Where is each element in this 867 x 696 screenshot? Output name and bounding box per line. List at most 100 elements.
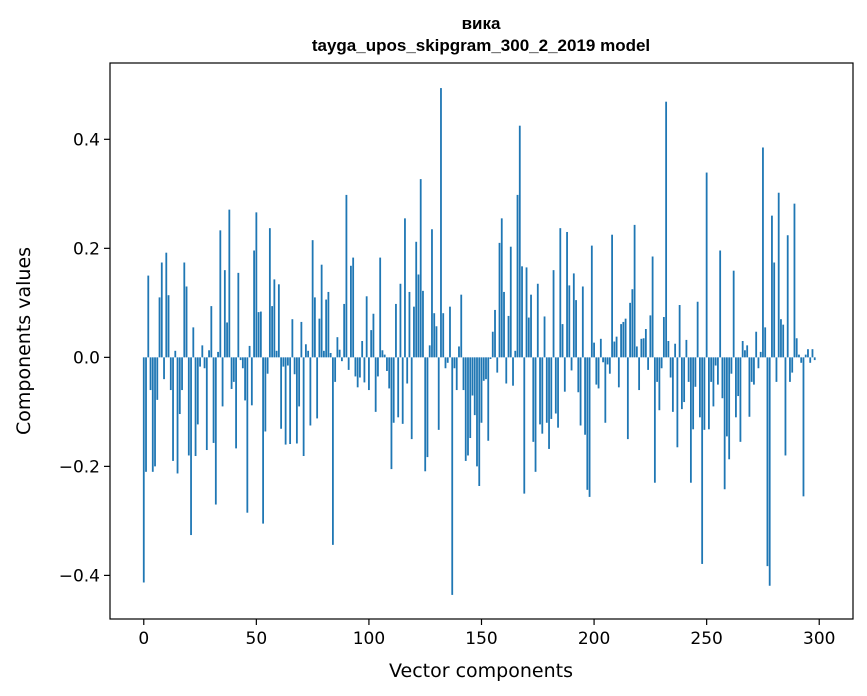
bar-component-163 — [509, 246, 512, 358]
bar-component-261 — [730, 357, 733, 374]
bar-component-54 — [264, 357, 267, 432]
bar-component-170 — [525, 267, 528, 358]
x-axis-ticks: 0 50 100 150 200 250 300 — [138, 619, 835, 649]
bar-component-283 — [780, 319, 782, 358]
bar-component-219 — [635, 346, 638, 358]
bar-component-162 — [507, 315, 510, 358]
bar-component-171 — [527, 317, 530, 358]
bar-component-117 — [406, 357, 409, 384]
bar-component-288 — [791, 357, 794, 373]
bar-component-212 — [620, 324, 622, 358]
bar-component-246 — [696, 301, 699, 358]
bar-component-180 — [548, 357, 550, 449]
bar-component-137 — [451, 357, 454, 595]
bar-component-81 — [325, 299, 328, 358]
bar-component-62 — [282, 357, 285, 367]
bar-component-173 — [532, 357, 535, 442]
bar-component-3 — [149, 357, 152, 391]
bar-component-149 — [478, 357, 481, 486]
bar-component-270 — [750, 357, 753, 382]
bar-component-111 — [392, 357, 395, 423]
bar-component-11 — [167, 295, 170, 358]
bar-component-242 — [687, 357, 690, 382]
x-tick-label: 250 — [690, 629, 722, 649]
bar-component-130 — [435, 326, 438, 358]
bar-component-41 — [235, 357, 237, 449]
bar-component-60 — [277, 284, 280, 358]
bar-component-135 — [446, 357, 449, 363]
bar-component-96 — [359, 357, 361, 378]
y-tick-label: −0.4 — [59, 566, 100, 586]
bar-component-121 — [415, 241, 418, 358]
bar-component-9 — [163, 357, 165, 380]
bar-component-73 — [307, 350, 310, 358]
bar-component-144 — [467, 357, 469, 456]
bar-component-147 — [473, 357, 476, 416]
bar-component-274 — [759, 351, 762, 358]
bar-component-43 — [239, 357, 242, 361]
bar-component-271 — [753, 357, 755, 385]
bar-component-273 — [757, 357, 760, 369]
bar-component-263 — [735, 357, 737, 418]
bar-component-48 — [250, 357, 253, 406]
bar-component-190 — [570, 357, 573, 371]
bar-component-227 — [653, 357, 656, 483]
bar-component-221 — [640, 338, 643, 358]
bar-component-2 — [147, 275, 150, 358]
bar-component-188 — [566, 231, 568, 358]
bar-component-200 — [593, 342, 595, 358]
bar-component-131 — [437, 357, 440, 430]
bar-component-80 — [322, 350, 325, 358]
bar-component-134 — [444, 357, 447, 369]
bar-component-156 — [494, 309, 496, 358]
x-axis-label: Vector components — [389, 660, 573, 682]
bar-component-275 — [762, 147, 764, 358]
bar-component-223 — [644, 329, 647, 358]
bar-component-57 — [271, 306, 274, 358]
bar-component-97 — [361, 341, 364, 358]
bar-component-244 — [692, 357, 695, 430]
bar-component-0 — [142, 357, 145, 583]
bar-component-32 — [214, 357, 217, 505]
bar-component-35 — [221, 357, 224, 407]
bar-component-160 — [503, 291, 505, 358]
bar-component-145 — [469, 357, 472, 439]
bar-component-168 — [521, 266, 523, 358]
bar-component-16 — [178, 357, 181, 415]
bar-component-14 — [174, 350, 177, 358]
bar-component-159 — [500, 218, 503, 358]
bar-component-267 — [744, 350, 746, 358]
bar-component-187 — [563, 357, 566, 392]
bar-component-53 — [262, 357, 264, 524]
bar-component-94 — [354, 357, 357, 377]
bar-component-148 — [476, 357, 478, 467]
bar-component-204 — [602, 357, 604, 363]
bar-component-167 — [518, 125, 521, 358]
bar-component-27 — [203, 357, 206, 369]
x-tick-label: 150 — [465, 629, 497, 649]
bar-component-126 — [426, 357, 429, 458]
bar-component-205 — [604, 357, 607, 423]
bar-component-241 — [685, 339, 688, 358]
bar-component-286 — [786, 235, 789, 358]
bar-component-265 — [739, 357, 742, 442]
bar-component-189 — [568, 285, 571, 358]
bar-component-82 — [327, 291, 330, 358]
bar-component-169 — [523, 357, 526, 494]
bar-component-254 — [714, 357, 717, 366]
bar-component-42 — [237, 272, 240, 358]
bar-component-26 — [201, 345, 204, 358]
bar-component-182 — [552, 270, 555, 358]
bar-component-38 — [228, 209, 231, 358]
bar-component-28 — [205, 357, 208, 451]
bar-component-217 — [631, 289, 634, 358]
bar-component-247 — [699, 357, 701, 418]
bar-component-123 — [419, 179, 422, 358]
bar-component-102 — [372, 313, 375, 358]
y-tick-label: 0.0 — [73, 348, 100, 368]
bar-component-146 — [471, 357, 474, 396]
bar-component-296 — [809, 357, 812, 363]
y-tick-label: 0.4 — [73, 130, 100, 150]
bar-component-122 — [417, 274, 420, 358]
bar-component-185 — [559, 228, 562, 358]
